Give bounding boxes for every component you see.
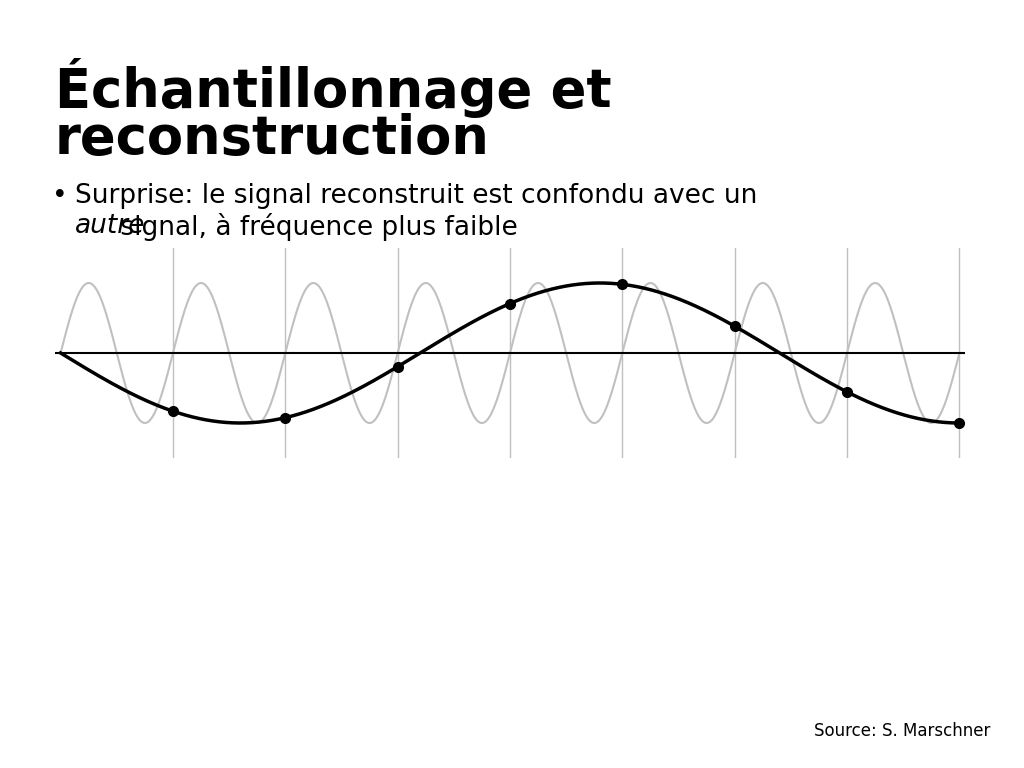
Text: Source: S. Marschner: Source: S. Marschner [814,722,990,740]
Text: •: • [52,183,68,209]
Text: autre: autre [75,213,145,239]
Text: Surprise: le signal reconstruit est confondu avec un: Surprise: le signal reconstruit est conf… [75,183,758,209]
Text: Échantillonnage et: Échantillonnage et [55,58,611,118]
Text: signal, à fréquence plus faible: signal, à fréquence plus faible [112,213,518,241]
Text: reconstruction: reconstruction [55,113,489,165]
